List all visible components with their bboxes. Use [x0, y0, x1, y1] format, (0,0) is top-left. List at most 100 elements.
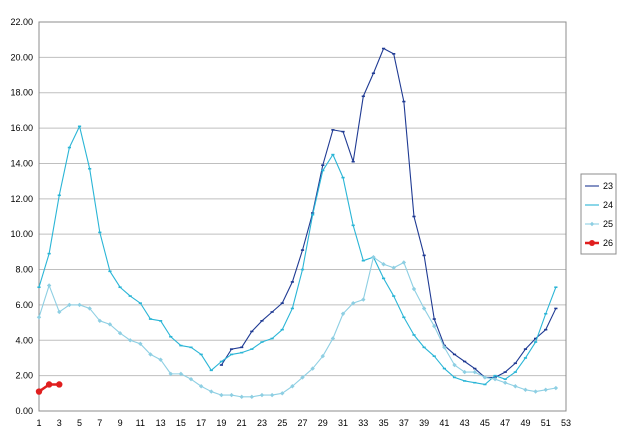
- x-tick-label: 31: [338, 418, 348, 428]
- legend-label: 24: [603, 200, 613, 210]
- data-point: [320, 353, 325, 359]
- data-point: [269, 392, 275, 398]
- data-point: [350, 300, 356, 306]
- data-point: [482, 375, 488, 380]
- x-tick-label: 5: [77, 418, 82, 428]
- data-point: [158, 357, 163, 362]
- data-point: [543, 387, 548, 392]
- x-tick-label: 17: [196, 418, 206, 428]
- data-point: [239, 394, 244, 400]
- y-tick-label: 18.00: [10, 88, 33, 98]
- data-point: [523, 387, 528, 392]
- data-point: [249, 394, 255, 400]
- data-point: [57, 309, 62, 315]
- x-tick-label: 25: [277, 418, 287, 428]
- x-tick-label: 35: [379, 418, 389, 428]
- data-point: [533, 389, 538, 394]
- x-tick-label: 51: [541, 418, 551, 428]
- data-point: [229, 392, 234, 398]
- data-point: [553, 385, 559, 391]
- y-tick-label: 20.00: [10, 52, 33, 62]
- x-tick-label: 37: [399, 418, 409, 428]
- legend-label: 26: [603, 238, 613, 248]
- data-point: [67, 302, 72, 308]
- x-tick-label: 19: [216, 418, 226, 428]
- data-point: [310, 366, 315, 371]
- data-point: [340, 311, 346, 316]
- data-point: [198, 384, 204, 389]
- x-tick-label: 15: [176, 418, 186, 428]
- legend-marker: [589, 240, 595, 246]
- data-point: [492, 376, 498, 382]
- series-line-24: [38, 125, 557, 386]
- data-point: [117, 331, 123, 336]
- x-tick-label: 43: [460, 418, 470, 428]
- x-tick-label: 23: [257, 418, 267, 428]
- x-tick-label: 39: [419, 418, 429, 428]
- series-lines: [35, 47, 559, 400]
- data-point: [502, 380, 508, 385]
- y-tick-label: 0.00: [15, 406, 33, 416]
- y-tick-label: 6.00: [15, 300, 33, 310]
- legend-box: [580, 173, 617, 255]
- data-point: [361, 297, 366, 302]
- data-point: [391, 265, 396, 270]
- data-point: [138, 341, 143, 347]
- x-tick-label: 53: [561, 418, 571, 428]
- y-tick-label: 22.00: [10, 17, 33, 27]
- x-tick-label: 49: [520, 418, 530, 428]
- data-point: [411, 286, 417, 292]
- legend-label: 25: [603, 219, 613, 229]
- y-tick-label: 4.00: [15, 335, 33, 345]
- data-point: [401, 260, 407, 265]
- x-tick-label: 9: [118, 418, 123, 428]
- x-tick-label: 47: [500, 418, 510, 428]
- data-point: [97, 318, 103, 324]
- y-axis-tick-labels: 0.00 2.00 4.00 6.00 8.00 10.00 12.00 14.00 16.00…: [10, 17, 33, 416]
- data-point: [56, 381, 63, 388]
- x-tick-label: 11: [136, 418, 145, 428]
- data-point: [128, 338, 133, 343]
- series-line-25: [38, 256, 556, 398]
- y-tick-label: 10.00: [10, 229, 33, 239]
- data-point: [371, 254, 376, 260]
- x-tick-label: 29: [318, 418, 328, 428]
- x-tick-label: 33: [358, 418, 368, 428]
- data-point: [188, 376, 194, 382]
- plot-area-frame: [38, 21, 567, 412]
- data-point: [148, 352, 153, 357]
- data-point: [381, 262, 386, 267]
- y-tick-label: 2.00: [15, 371, 33, 381]
- legend-label: 23: [603, 181, 613, 191]
- legend: 23 24 25 26: [580, 173, 617, 255]
- data-point: [259, 392, 265, 398]
- data-point: [432, 323, 437, 329]
- data-point: [178, 371, 184, 377]
- data-point: [280, 391, 285, 396]
- x-tick-label: 7: [97, 418, 102, 428]
- grid-lines: [39, 21, 566, 412]
- x-tick-label: 3: [57, 418, 62, 428]
- series-23: [219, 47, 558, 379]
- data-point: [290, 384, 295, 389]
- x-tick-label: 1: [36, 418, 41, 428]
- data-point: [36, 315, 42, 320]
- data-point: [107, 322, 113, 327]
- x-tick-label: 27: [297, 418, 307, 428]
- y-tick-label: 8.00: [15, 265, 33, 275]
- data-point: [300, 375, 305, 380]
- y-tick-label: 14.00: [10, 158, 33, 168]
- data-point: [209, 389, 214, 394]
- legend-marker: [589, 221, 595, 227]
- series-24: [37, 125, 558, 386]
- data-point: [77, 302, 82, 308]
- data-point: [442, 345, 447, 350]
- x-tick-label: 13: [156, 418, 166, 428]
- data-point: [46, 283, 52, 288]
- data-point: [421, 306, 427, 311]
- data-point: [513, 384, 518, 389]
- data-point: [35, 388, 43, 395]
- data-point: [452, 362, 457, 368]
